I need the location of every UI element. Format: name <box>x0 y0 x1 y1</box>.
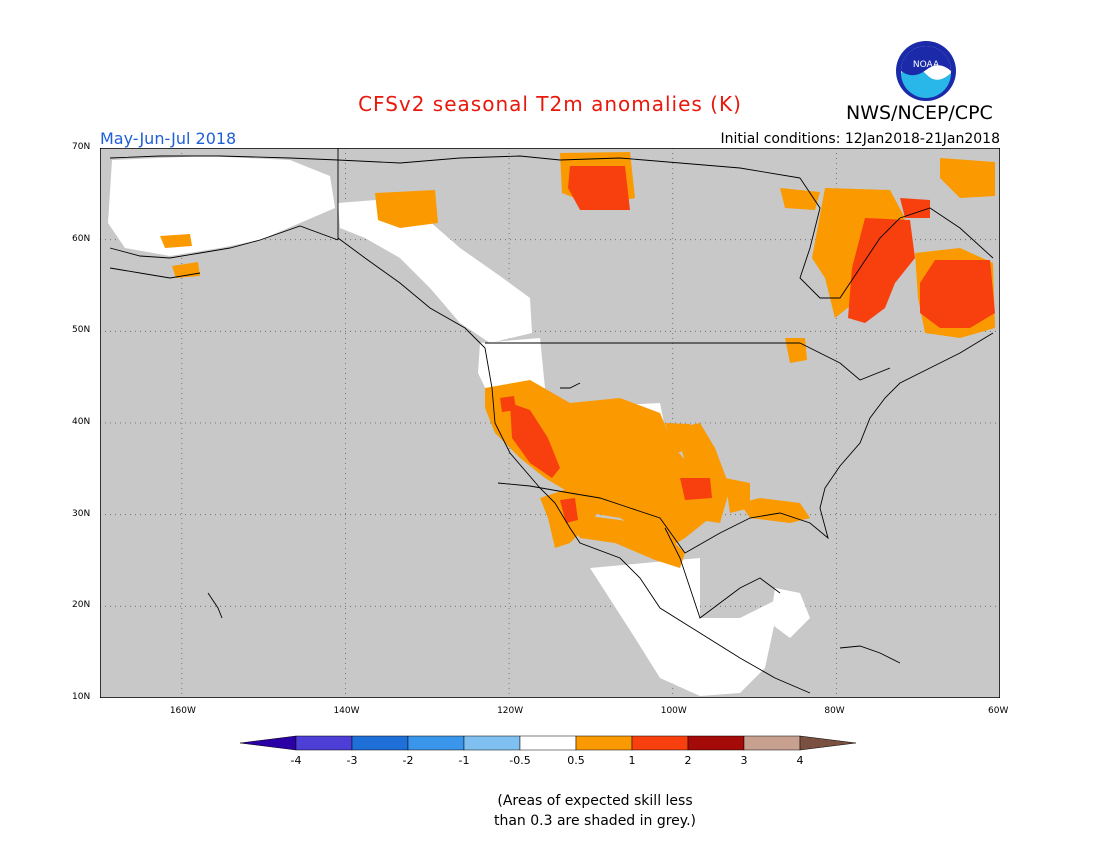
map-title: CFSv2 seasonal T2m anomalies (K) <box>358 92 742 116</box>
latitude-label: 40N <box>72 417 91 427</box>
alaska-south-coast <box>109 225 339 259</box>
anomaly-shading <box>108 152 995 696</box>
latitude-label: 70N <box>72 142 91 152</box>
atlantic-coastline <box>684 332 994 554</box>
skill-note-line1: (Areas of expected skill less <box>497 793 693 809</box>
gulf-coastline-west <box>664 527 781 619</box>
legend-swatch <box>295 735 353 751</box>
season-label: May-Jun-Jul 2018 <box>100 129 237 148</box>
legend-swatch <box>463 735 521 751</box>
quebec-red <box>848 218 915 323</box>
baja-red <box>560 498 578 523</box>
legend-swatch <box>631 735 689 751</box>
map-borders <box>109 148 994 694</box>
anomaly-map <box>100 148 1000 698</box>
southwest-orange <box>485 380 710 553</box>
legend-tick-label: -1 <box>459 754 470 767</box>
latitude-label: 60N <box>72 233 91 244</box>
baffin-orange <box>940 158 995 198</box>
legend-tick-label: 1 <box>629 754 636 767</box>
legend-tick-label: -2 <box>403 754 414 767</box>
color-legend: -4 -3 -2 -1 -0.5 0.5 1 2 3 4 <box>240 735 857 767</box>
oklahoma-orange <box>665 423 698 453</box>
skill-note: (Areas of expected skill less than 0.3 a… <box>0 791 1100 831</box>
initial-conditions-label: Initial conditions: 12Jan2018-21Jan2018 <box>720 131 1000 147</box>
longitude-label: 160W <box>169 706 196 716</box>
pacific-coastline <box>337 237 811 694</box>
legend-tick-label: -4 <box>291 754 302 767</box>
yukon-orange <box>375 190 438 228</box>
us-mexico-border <box>497 482 686 554</box>
longitude-label: 60W <box>988 706 1009 716</box>
noaa-logo-text: NOAA <box>913 60 940 70</box>
legend-tick-label: 3 <box>741 754 748 767</box>
legend-swatch <box>743 735 801 751</box>
legend-tick-label: -0.5 <box>509 754 530 767</box>
ungava-red <box>900 198 930 218</box>
legend-tick-label: 0.5 <box>567 754 585 767</box>
latitude-label: 10N <box>72 692 91 702</box>
alaska-white <box>108 156 335 256</box>
longitude-label: 140W <box>333 706 360 716</box>
bc-white <box>338 198 532 343</box>
latitude-label: 20N <box>72 600 91 611</box>
aleutian-chain <box>109 267 201 279</box>
noaa-logo: NOAA <box>896 41 956 101</box>
legend-swatch <box>351 735 409 751</box>
hawaii-islands <box>207 592 223 619</box>
mexico-white <box>590 558 780 696</box>
texas-red <box>680 478 712 500</box>
great-salt-lake <box>560 382 581 389</box>
arctic-coast-alaska <box>109 155 339 161</box>
california-red <box>510 403 560 478</box>
longitude-label: 100W <box>660 706 687 716</box>
legend-arrow-right <box>799 735 857 751</box>
legend-tick-label: 4 <box>797 754 804 767</box>
hudson-bay-coast <box>799 177 994 299</box>
legend-swatch <box>687 735 745 751</box>
yucatan-white <box>770 588 810 638</box>
legend-arrow-left <box>240 735 297 751</box>
agency-label: NWS/NCEP/CPC <box>846 102 993 124</box>
great-lakes-border <box>799 342 891 381</box>
sonora-orange <box>565 513 685 568</box>
labrador-red <box>920 260 995 328</box>
longitude-label: 120W <box>497 706 524 716</box>
legend-swatch <box>575 735 633 751</box>
nevada-red <box>500 396 516 412</box>
legend-swatch <box>407 735 465 751</box>
longitude-label: 80W <box>824 706 845 716</box>
alaska-orange <box>160 234 192 248</box>
latitude-label: 30N <box>72 508 91 519</box>
legend-tick-label: -3 <box>347 754 358 767</box>
caribbean-islands <box>839 645 901 664</box>
arctic-coast-canada <box>337 155 801 179</box>
nwt-red <box>568 166 630 210</box>
skill-note-line2: than 0.3 are shaded in grey.) <box>493 813 696 829</box>
legend-tick-label: 2 <box>685 754 692 767</box>
legend-swatch <box>519 735 577 751</box>
latitude-label: 50N <box>72 325 91 336</box>
